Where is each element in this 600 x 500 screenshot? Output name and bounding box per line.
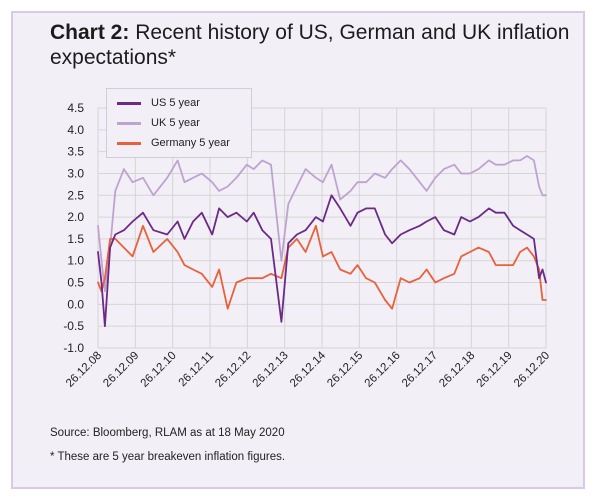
y-tick-label: 0.0: [67, 297, 84, 311]
chart-title-text: Recent history of US, German and UK infl…: [50, 21, 570, 69]
chart-legend: US 5 year UK 5 year Germany 5 year: [106, 88, 252, 158]
y-tick-label: -1.0: [63, 341, 84, 355]
x-tick-label: 26.12.19: [475, 350, 515, 390]
legend-label-uk: UK 5 year: [151, 117, 200, 129]
source-note: Source: Bloomberg, RLAM as at 18 May 202…: [50, 427, 285, 439]
y-tick-label: 3.0: [67, 166, 84, 180]
x-tick-label: 26.12.17: [400, 350, 440, 390]
y-tick-label: 4.0: [67, 123, 84, 137]
series-line-uk: [97, 155, 547, 293]
legend-swatch-us: [117, 102, 141, 105]
x-tick-label: 26.12.13: [251, 350, 291, 390]
series-line-us: [97, 194, 547, 328]
legend-item-us: US 5 year: [117, 96, 251, 116]
legend-label-us: US 5 year: [151, 97, 200, 109]
legend-swatch-germany: [117, 142, 141, 145]
x-tick-label: 26.12.08: [64, 350, 104, 390]
y-tick-label: 2.0: [67, 210, 84, 224]
x-tick-label: 26.12.15: [325, 350, 365, 390]
legend-item-uk: UK 5 year: [117, 116, 251, 136]
y-tick-label: 2.5: [67, 188, 84, 202]
y-tick-label: 3.5: [67, 145, 84, 159]
legend-item-germany: Germany 5 year: [117, 136, 251, 156]
x-tick-label: 26.12.11: [177, 350, 217, 390]
x-tick-label: 26.12.12: [213, 350, 253, 390]
y-tick-label: 0.5: [67, 276, 84, 290]
y-tick-label: -0.5: [63, 319, 84, 333]
footnote: * These are 5 year breakeven inflation f…: [50, 451, 286, 463]
x-tick-label: 26.12.09: [101, 350, 141, 390]
legend-label-germany: Germany 5 year: [151, 137, 230, 149]
x-tick-label: 26.12.18: [437, 350, 477, 390]
legend-swatch-uk: [117, 122, 141, 125]
chart-title: Chart 2: Recent history of US, German an…: [50, 20, 570, 70]
y-tick-label: 4.5: [67, 101, 84, 115]
x-tick-label: 26.12.10: [139, 350, 179, 390]
chart-title-prefix: Chart 2:: [50, 21, 130, 44]
x-tick-label: 26.12.14: [288, 349, 329, 390]
x-tick-label: 26.12.16: [363, 350, 403, 390]
x-tick-label: 26.12.20: [512, 350, 552, 390]
series-line-germany: [97, 224, 547, 310]
y-tick-label: 1.5: [67, 232, 84, 246]
y-tick-label: 1.0: [67, 254, 84, 268]
